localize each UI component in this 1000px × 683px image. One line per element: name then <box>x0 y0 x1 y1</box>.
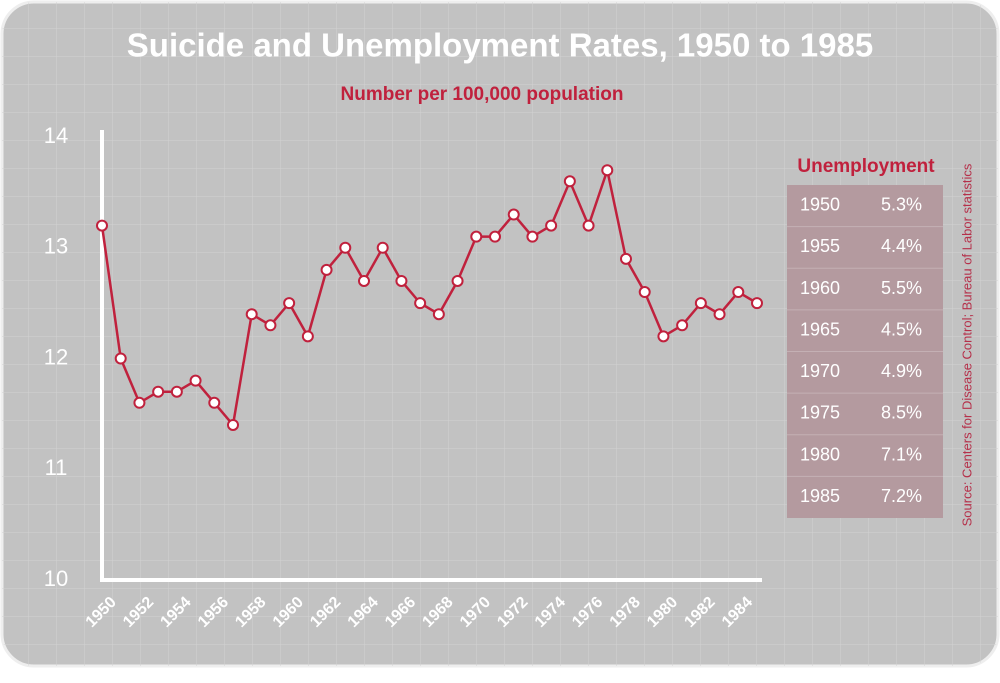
data-point <box>96 219 108 232</box>
data-point <box>114 352 127 365</box>
table-rate: 7.2% <box>881 486 922 506</box>
data-point <box>189 374 202 387</box>
data-point <box>489 230 501 243</box>
data-point <box>264 319 277 332</box>
table-year: 1985 <box>800 486 840 506</box>
table-year: 1955 <box>800 236 840 256</box>
data-point <box>620 252 632 265</box>
data-point <box>601 164 614 177</box>
data-point <box>283 297 296 310</box>
source-note: Source: Centers for Disease Control; Bur… <box>959 163 974 526</box>
data-point <box>638 286 651 299</box>
data-point <box>563 175 576 188</box>
table-rate: 4.4% <box>881 236 922 256</box>
data-point <box>414 297 427 310</box>
data-point <box>152 385 165 398</box>
y-tick-label: 14 <box>44 123 68 148</box>
table-year: 1970 <box>800 361 840 381</box>
data-point <box>526 230 539 243</box>
data-point <box>451 274 464 287</box>
data-point <box>432 308 445 321</box>
data-point <box>545 219 558 232</box>
y-tick-label: 11 <box>45 455 68 480</box>
data-point <box>395 274 408 287</box>
table-title: Unemployment <box>797 156 935 177</box>
table-year: 1960 <box>800 278 840 298</box>
data-point <box>751 297 763 310</box>
table-rate: 4.9% <box>881 361 922 381</box>
chart-subtitle: Number per 100,000 population <box>341 84 624 105</box>
background-grid <box>2 2 998 666</box>
y-tick-label: 12 <box>44 344 68 369</box>
data-point <box>320 263 333 276</box>
data-point <box>582 219 595 232</box>
y-tick-label: 10 <box>44 566 68 591</box>
data-point <box>470 230 483 243</box>
data-point <box>301 330 314 343</box>
table-rate: 7.1% <box>881 444 922 464</box>
data-point <box>133 396 146 409</box>
data-point <box>676 319 689 332</box>
data-point <box>170 385 183 398</box>
data-point <box>694 297 707 310</box>
chart-title: Suicide and Unemployment Rates, 1950 to … <box>127 27 873 64</box>
data-point <box>732 286 745 299</box>
table-year: 1975 <box>800 403 840 423</box>
data-point <box>713 308 726 321</box>
data-point <box>245 308 258 321</box>
data-point <box>358 274 370 287</box>
data-point <box>339 241 352 254</box>
y-tick-label: 13 <box>44 234 68 259</box>
data-point <box>227 418 239 431</box>
table-rate: 5.3% <box>881 195 922 215</box>
table-rate: 5.5% <box>881 278 922 298</box>
data-point <box>208 396 221 409</box>
table-year: 1950 <box>800 195 840 215</box>
data-point <box>507 208 520 221</box>
data-point <box>376 241 389 254</box>
data-point <box>657 330 670 343</box>
table-year: 1980 <box>800 444 840 464</box>
table-rate: 4.5% <box>881 319 922 339</box>
table-year: 1965 <box>800 319 840 339</box>
table-rate: 8.5% <box>881 403 922 423</box>
